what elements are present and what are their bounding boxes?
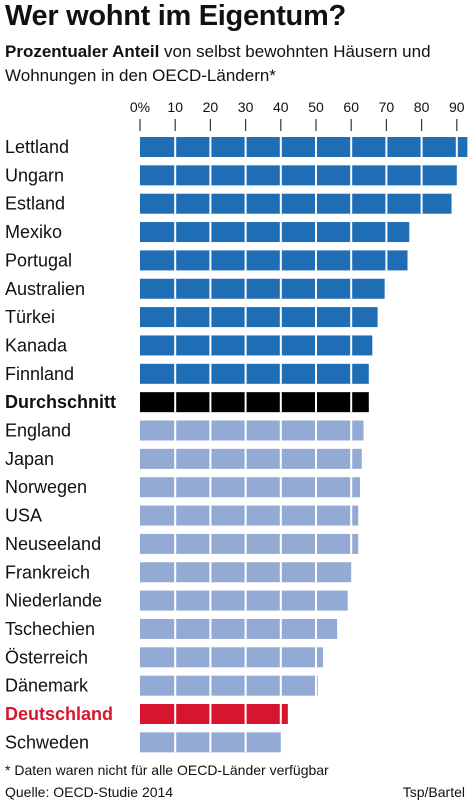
category-label: Portugal xyxy=(5,250,72,270)
category-label: Lettland xyxy=(5,137,69,157)
x-tick-label: 20 xyxy=(203,99,219,115)
credit: Tsp/Bartel xyxy=(402,784,465,800)
category-label: Mexiko xyxy=(5,222,62,242)
bar xyxy=(140,647,324,668)
bar xyxy=(140,448,362,469)
bar-chart: 0% 10 20 30 40 50 60 70 80 90 Lettland Ungarn Estlan… xyxy=(5,99,468,753)
bar xyxy=(140,420,364,441)
category-label: Australien xyxy=(5,279,85,299)
x-tick-label: 70 xyxy=(379,99,395,115)
x-tick-label: 40 xyxy=(273,99,289,115)
category-label: Niederlande xyxy=(5,591,102,611)
category-label: Schweden xyxy=(5,732,89,752)
x-tick-label: 60 xyxy=(343,99,359,115)
category-label: Durchschnitt xyxy=(5,392,116,412)
bar xyxy=(140,505,359,526)
category-label: Ungarn xyxy=(5,165,64,185)
x-tick-label: 0% xyxy=(130,99,150,115)
bar xyxy=(140,363,369,384)
category-label: England xyxy=(5,421,71,441)
bar xyxy=(140,250,408,271)
bar xyxy=(140,165,457,186)
x-tick-label: 10 xyxy=(167,99,183,115)
bar xyxy=(140,137,468,157)
chart-subtitle: Prozentualer Anteil von selbst bewohnten… xyxy=(5,40,470,88)
bar xyxy=(140,533,359,554)
category-label: Türkei xyxy=(5,307,55,327)
bar xyxy=(140,278,385,299)
subtitle-bold: Prozentualer Anteil xyxy=(5,42,160,61)
x-tick-label: 50 xyxy=(308,99,324,115)
bar xyxy=(140,392,369,413)
source: Quelle: OECD-Studie 2014 xyxy=(5,784,174,800)
category-label: Estland xyxy=(5,194,65,214)
category-label: Japan xyxy=(5,449,54,469)
category-label: Neuseeland xyxy=(5,534,101,554)
bar xyxy=(140,307,378,328)
bar xyxy=(140,618,338,639)
category-label: Österreich xyxy=(5,647,88,667)
category-label: Dänemark xyxy=(5,676,89,696)
bar xyxy=(140,222,410,243)
bar xyxy=(140,335,373,356)
bar xyxy=(140,477,360,498)
category-label: Tschechien xyxy=(5,619,95,639)
bar xyxy=(140,193,452,214)
category-label: Finnland xyxy=(5,364,74,384)
chart-title: Wer wohnt im Eigentum? xyxy=(5,0,346,32)
category-label: USA xyxy=(5,506,42,526)
category-label: Kanada xyxy=(5,335,68,355)
x-tick-label: 30 xyxy=(238,99,254,115)
bar xyxy=(140,704,288,724)
subtitle-rest: von selbst bewohnten Häusern und Wohnung… xyxy=(5,42,431,85)
category-label: Frankreich xyxy=(5,562,90,582)
category-label: Norwegen xyxy=(5,477,87,497)
x-tick-label: 80 xyxy=(414,99,430,115)
category-label: Deutschland xyxy=(5,704,113,724)
bar xyxy=(140,675,318,696)
footnote: * Daten waren nicht für alle OECD-Länder… xyxy=(5,762,329,778)
x-tick-label: 90 xyxy=(449,99,465,115)
bar xyxy=(140,590,348,611)
